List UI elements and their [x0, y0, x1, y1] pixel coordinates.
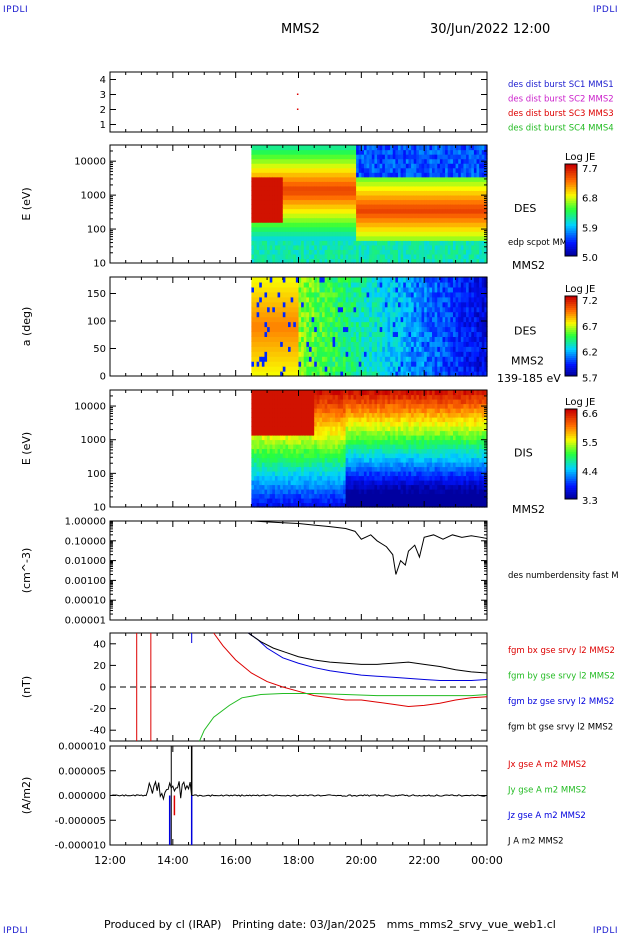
colorbar-title: Log JE [565, 284, 595, 295]
colorbar-1: Log JE7.7 6.8 5.9 5.0 [565, 152, 598, 264]
time-ticks-0 [110, 72, 487, 132]
panel-right-label-2: DES [514, 325, 536, 338]
panel-below-label-1: MMS2 [512, 259, 545, 272]
y-tick-label: 4 [100, 75, 106, 86]
y-tick-label: 1 [100, 120, 106, 131]
panel-right-sublabel-2: MMS2 [511, 355, 544, 368]
y-tick-label: 1000 [81, 191, 106, 202]
y-tick-label: 2 [100, 105, 106, 116]
colorbar-2: Log JE7.2 6.7 6.2 5.7 [565, 284, 598, 384]
y-axis-label-1: E (eV) [20, 187, 33, 220]
spectrogram-cells-1 [251, 145, 487, 264]
colorbar-tick-label: 6.8 [582, 194, 598, 205]
burst-legend-entry: des dist burst SC2 MMS2 [508, 95, 614, 105]
colorbar-tick-label: 7.7 [582, 164, 598, 175]
panel-right-label-1: DES [514, 202, 536, 215]
y-tick-label: 3 [100, 90, 106, 101]
colorbar-tick-label: 6.2 [582, 348, 598, 359]
colorbar-title: Log JE [565, 152, 595, 163]
y-ticks-0: 1 2 3 4 [100, 75, 487, 131]
burst-legend-entry: des dist burst SC4 MMS4 [508, 124, 614, 134]
spectrogram-cells-2 [251, 277, 487, 377]
y-tick-label: 100 [87, 317, 106, 328]
y-axis-label-2: a (deg) [20, 307, 33, 347]
y-tick-label: 50 [93, 344, 106, 355]
y-tick-label: 150 [87, 289, 106, 300]
burst-point [297, 94, 299, 96]
y-tick-label: 100 [87, 225, 106, 236]
colorbar-tick-label: 5.0 [582, 253, 598, 264]
panel-frame-0 [110, 72, 487, 132]
burst-legend-entry: des dist burst SC1 MMS1 [508, 80, 614, 90]
y-tick-label: 10000 [74, 157, 106, 168]
y-tick-label: 10 [93, 259, 106, 270]
colorbar-tick-label: 5.9 [582, 223, 598, 234]
burst-legend-entry: des dist burst SC3 MMS3 [508, 109, 614, 119]
colorbar-tick-label: 7.2 [582, 296, 598, 307]
stacked-plots: 1 2 3 4 des dist burst SC1 MMS1 des dist burs… [0, 0, 630, 890]
burst-point [297, 109, 299, 111]
colorbar-tick-label: 6.7 [582, 322, 598, 333]
panel-below-label-2: 139-185 eV [497, 372, 561, 385]
y-tick-label: 0 [100, 372, 106, 383]
spectrogram-cells-3 [251, 390, 487, 508]
colorbar-tick-label: 5.7 [582, 373, 598, 384]
